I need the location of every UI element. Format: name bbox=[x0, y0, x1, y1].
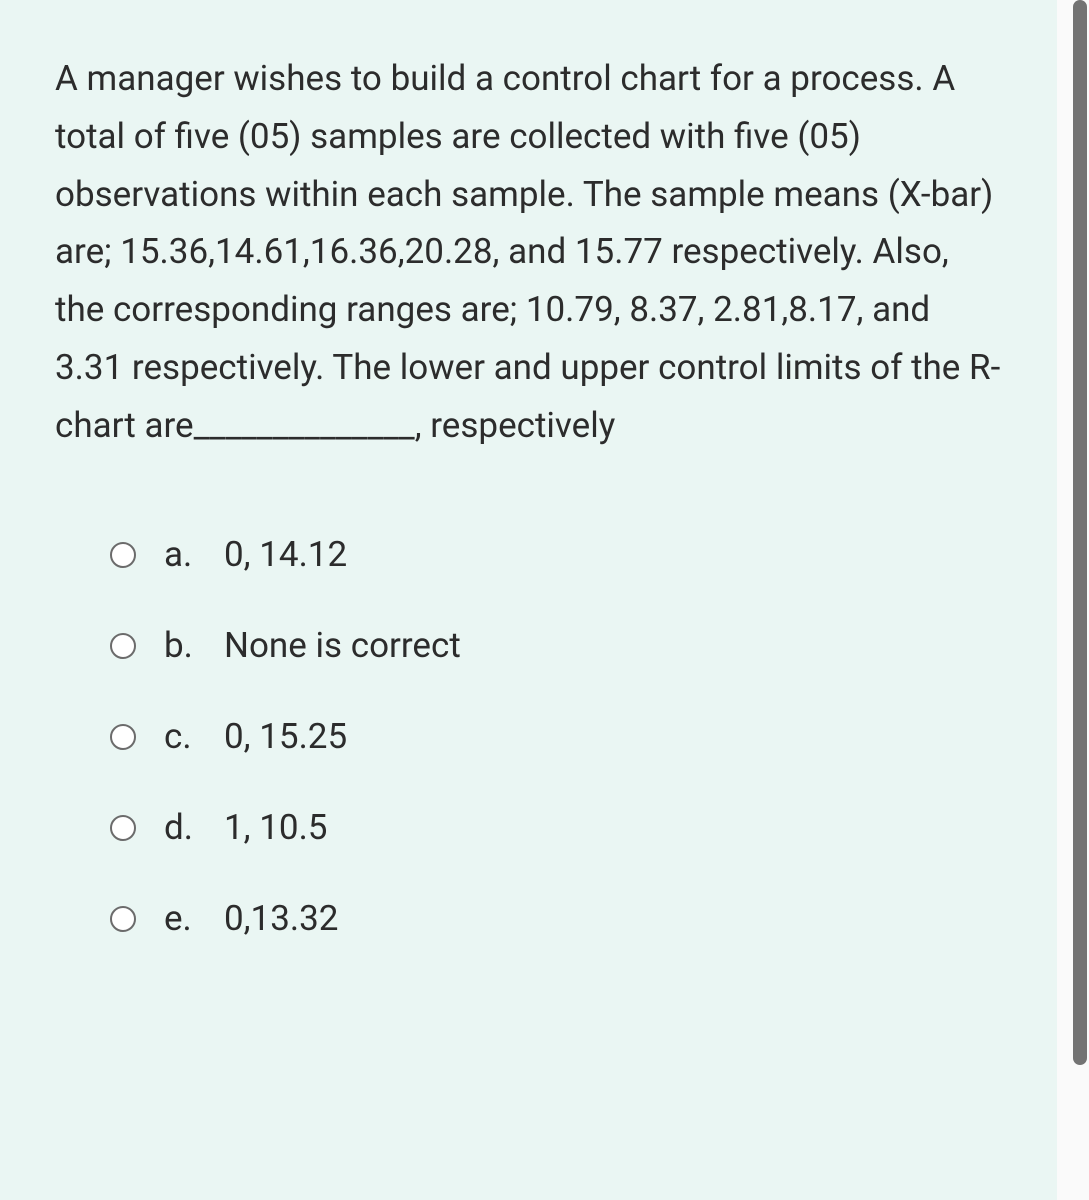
option-text: 0, 15.25 bbox=[224, 716, 347, 757]
radio-b[interactable] bbox=[110, 633, 136, 659]
option-row: d. 1, 10.5 bbox=[110, 807, 1002, 848]
scrollbar-thumb[interactable] bbox=[1073, 0, 1087, 1065]
radio-c[interactable] bbox=[110, 724, 136, 750]
option-letter: c. bbox=[164, 716, 224, 757]
option-text: None is correct bbox=[224, 625, 461, 666]
question-panel: A manager wishes to build a control char… bbox=[0, 0, 1057, 1200]
question-text: A manager wishes to build a control char… bbox=[55, 50, 1002, 454]
option-text: 0,13.32 bbox=[224, 898, 338, 939]
option-text: 1, 10.5 bbox=[224, 807, 327, 848]
radio-e[interactable] bbox=[110, 906, 136, 932]
options-container: a. 0, 14.12 b. None is correct c. 0, 15.… bbox=[55, 534, 1002, 939]
option-row: c. 0, 15.25 bbox=[110, 716, 1002, 757]
scrollbar-track[interactable] bbox=[1057, 0, 1089, 1200]
option-letter: b. bbox=[164, 625, 224, 666]
option-row: e. 0,13.32 bbox=[110, 898, 1002, 939]
radio-d[interactable] bbox=[110, 815, 136, 841]
radio-a[interactable] bbox=[110, 542, 136, 568]
option-letter: d. bbox=[164, 807, 224, 848]
option-row: b. None is correct bbox=[110, 625, 1002, 666]
option-letter: e. bbox=[164, 898, 224, 939]
option-text: 0, 14.12 bbox=[224, 534, 347, 575]
option-row: a. 0, 14.12 bbox=[110, 534, 1002, 575]
option-letter: a. bbox=[164, 534, 224, 575]
